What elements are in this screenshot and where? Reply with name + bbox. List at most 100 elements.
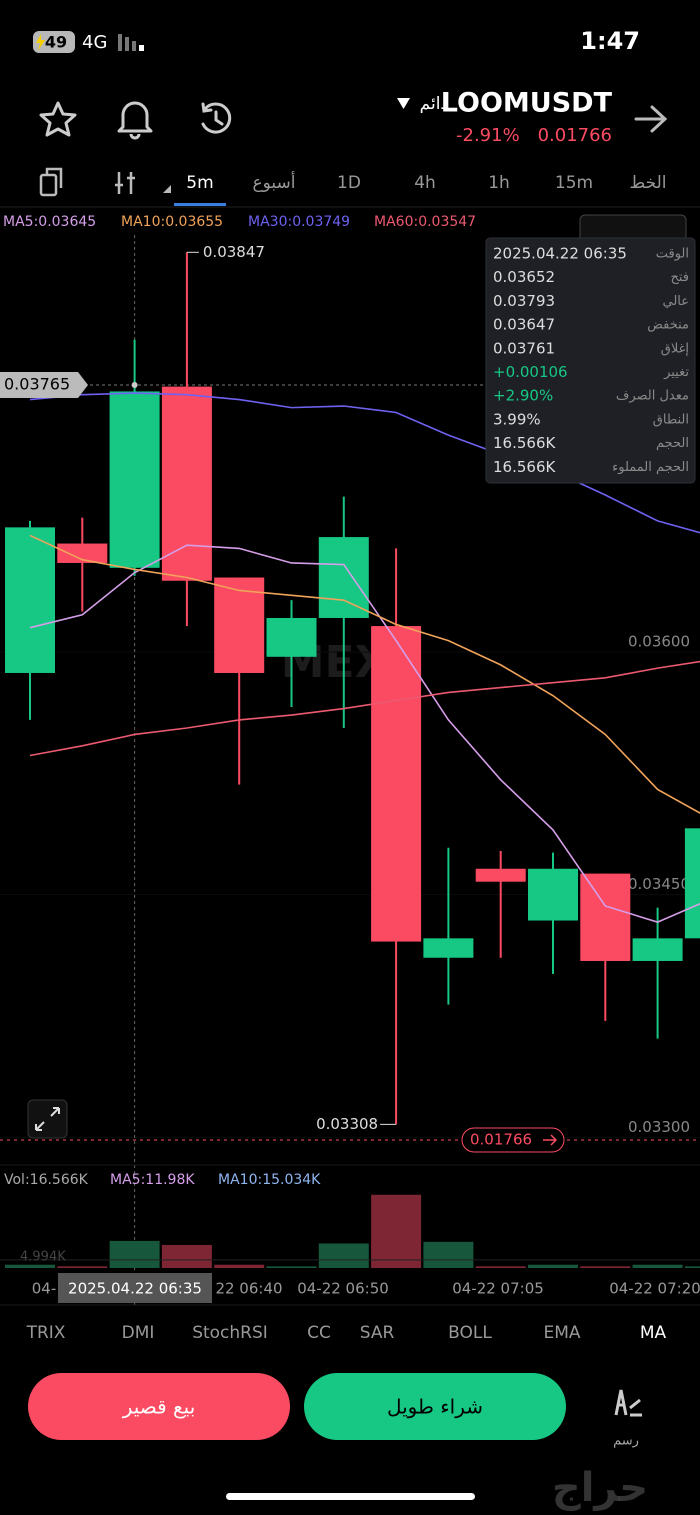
x-tick-label: 04-22 07:20: [609, 1280, 700, 1298]
timeframe-tab[interactable]: 1D: [337, 173, 361, 193]
buy-label[interactable]: شراء طويل: [387, 1395, 483, 1419]
volume-bar: [371, 1194, 422, 1268]
indicator-tab[interactable]: DMI: [122, 1323, 155, 1343]
x-tick-label: 04-: [32, 1280, 57, 1298]
chart: MEXC 0.036000.034500.033000.037650.038470…: [0, 235, 700, 1306]
timeframe-tab[interactable]: 4h: [414, 173, 436, 193]
tooltip-value: 16.566K: [493, 434, 556, 452]
draw-icon[interactable]: [614, 1389, 642, 1417]
x-tick-label: 04-22 07:05: [452, 1280, 544, 1298]
timeframe-tab[interactable]: 1h: [488, 173, 510, 193]
tooltip-label: منخفض: [647, 318, 689, 333]
candle-body: [161, 386, 212, 581]
sell-label[interactable]: بيع قصير: [122, 1395, 196, 1419]
selected-time-box: [58, 1273, 212, 1303]
candle-body: [214, 577, 265, 673]
layout-icon[interactable]: [39, 173, 58, 197]
indicator-tab[interactable]: EMA: [543, 1323, 580, 1343]
candle-body: [109, 391, 160, 568]
candle-body: [528, 868, 578, 921]
candle-body: [684, 828, 700, 939]
tooltip-label: الوقت: [656, 247, 689, 262]
site-watermark: حراج: [552, 1465, 648, 1511]
indicator-tab[interactable]: BOLL: [448, 1323, 492, 1343]
ma-line: [29, 660, 700, 757]
candle-body: [580, 873, 631, 961]
current-price-tag[interactable]: [461, 1127, 565, 1153]
expand-icon: [35, 1107, 60, 1131]
candle-body: [318, 537, 369, 618]
draw-label[interactable]: رسم: [613, 1434, 639, 1449]
last-price: 0.01766: [538, 125, 612, 146]
timeframe-tab[interactable]: 15m: [555, 173, 593, 193]
tooltip-label: الحجم: [656, 436, 689, 451]
indicator-tab[interactable]: MA: [640, 1323, 667, 1343]
favorite-icon[interactable]: [39, 101, 77, 137]
y-tick-label: 0.03450: [628, 875, 690, 893]
tooltip-label: تغيير: [663, 365, 689, 380]
tooltip-label: النطاق: [653, 412, 689, 427]
candle-body: [423, 938, 474, 958]
volume-bar: [684, 1266, 700, 1268]
volume-bar: [5, 1264, 55, 1268]
volume-bar: [57, 1266, 108, 1268]
dropdown-arrow[interactable]: [397, 98, 410, 109]
tooltip-value: 0.03647: [493, 316, 555, 334]
buy-button[interactable]: [304, 1373, 566, 1440]
home-indicator: [226, 1493, 475, 1500]
indicator-tab[interactable]: SAR: [360, 1323, 395, 1343]
ma-legend: MA10:0.03655: [121, 214, 223, 230]
tooltip-value: 16.566K: [493, 458, 556, 476]
volume-legend: MA5:11.98K: [110, 1172, 195, 1188]
tooltip-value: 2025.04.22 06:35: [493, 245, 627, 263]
ma-legend: MA30:0.03749: [248, 214, 350, 230]
tooltip-value: 0.03793: [493, 292, 555, 310]
volume-bar: [266, 1266, 317, 1268]
volume-legend: MA10:15.034K: [218, 1172, 321, 1188]
volume-bar: [109, 1240, 160, 1268]
history-icon[interactable]: [201, 102, 232, 134]
x-tick-label: 04-22 06:50: [297, 1280, 389, 1298]
volume-bar: [528, 1264, 578, 1268]
x-tick-label: 2025.04.22 06:35: [68, 1280, 202, 1298]
volume-bar: [423, 1241, 474, 1268]
sell-button[interactable]: [28, 1373, 290, 1440]
volume-bar: [580, 1266, 631, 1268]
settings-icon[interactable]: [115, 172, 135, 194]
volume-bar: [318, 1243, 369, 1268]
timeframe-tab[interactable]: أسبوع: [252, 171, 295, 193]
candle-body: [475, 868, 526, 882]
tooltip-label: عالي: [662, 294, 689, 309]
tooltip-value: 3.99%: [493, 410, 541, 428]
alert-icon[interactable]: [117, 101, 153, 140]
indicator-tab[interactable]: CC: [307, 1323, 331, 1343]
crosshair-dot: [131, 381, 138, 388]
expand-button[interactable]: [27, 1099, 68, 1139]
ma-line: [29, 534, 700, 815]
ma-legend: MA60:0.03547: [374, 214, 476, 230]
corner-mark: [163, 185, 171, 193]
timeframe-tab[interactable]: الخط: [629, 173, 666, 193]
volume-legend: Vol:16.566K: [4, 1172, 89, 1188]
ma-line: [29, 392, 700, 534]
battery: [33, 31, 75, 53]
indicator-tab[interactable]: TRIX: [26, 1323, 66, 1343]
volume-tick-label: 4.994K: [20, 1249, 66, 1264]
candle-body: [266, 617, 317, 657]
x-tick-label: 22 06:40: [215, 1280, 282, 1298]
contract-type: دائم: [420, 94, 448, 114]
timeframe-tab[interactable]: 5m: [186, 173, 213, 193]
tooltip-label: الحجم المملوء: [612, 460, 689, 475]
symbol[interactable]: LOOMUSDT: [441, 88, 613, 119]
candle-body: [632, 938, 683, 961]
back-arrow[interactable]: [634, 105, 668, 133]
tooltip-value: +0.00106: [493, 363, 568, 381]
volume-bar: [161, 1244, 212, 1268]
signal: [118, 34, 144, 51]
crosshair-price-box: [0, 371, 78, 398]
tooltip-value: 0.03761: [493, 339, 555, 357]
tooltip: [485, 237, 696, 484]
indicator-tab[interactable]: StochRSI: [192, 1323, 268, 1343]
